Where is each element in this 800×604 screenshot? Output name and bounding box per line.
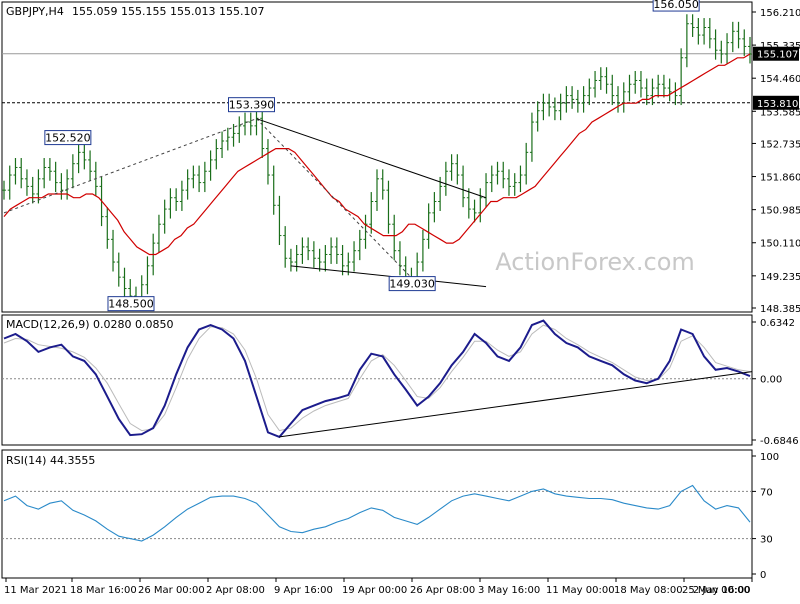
price-callout-box: [227, 97, 275, 113]
macd-y-tick-label: 0.00: [760, 375, 782, 386]
price-callout-box: [44, 130, 92, 146]
price-y-tick-label: 154.460: [760, 74, 800, 85]
chart-header-ohlc: 155.059 155.155 155.013 155.107: [72, 5, 264, 18]
rsi-y-tick-label: 30: [760, 535, 773, 546]
x-tick-label: 18 May 08:00: [614, 585, 683, 596]
rsi-y-tick-label: 100: [760, 452, 779, 463]
macd-y-tick-label: -0.6846: [760, 436, 799, 447]
x-tick-label: 2 Jun 00:00: [693, 585, 750, 596]
macd-line: [3, 319, 751, 439]
axis-group: 156.210 155.335 154.460 153.585 152.735 151.8…: [4, 8, 800, 596]
macd-group: [2, 319, 753, 439]
macd-trendline: [279, 371, 753, 438]
price-callout-label: 153.390: [229, 99, 275, 112]
dashed-diagonal: [256, 118, 418, 284]
price-callout-label: 149.030: [389, 278, 435, 291]
price-y-tick-label: 149.235: [760, 272, 800, 283]
price-y-tick-label: 156.210: [760, 8, 800, 19]
price-y-tick-label: 150.110: [760, 239, 800, 250]
rsi-group: [2, 484, 752, 542]
x-tick-label: 11 May 00:00: [546, 585, 615, 596]
close-price-label-box: [753, 46, 799, 61]
x-tick-label: 26 Apr 08:00: [410, 585, 475, 596]
macd-signal-line: [3, 324, 751, 432]
price-callout-box: [388, 276, 436, 292]
x-tick-label: 18 Mar 16:00: [70, 585, 137, 596]
price-group: 152.520 148.500 153.390 149.030 156.050: [2, 0, 752, 312]
chart-header-symbol: GBPJPY,H4: [6, 5, 64, 18]
price-y-tick-label: 151.860: [760, 173, 800, 184]
macd-title: MACD(12,26,9) 0.0280 0.0850: [6, 318, 174, 331]
x-tick-label: 3 May 16:00: [478, 585, 540, 596]
x-tick-label: 26 Mar 00:00: [138, 585, 205, 596]
price-callout-label: 148.500: [108, 298, 154, 311]
x-tick-label: 25 May 16:00: [682, 585, 751, 596]
rsi-panel-frame: [1, 449, 753, 579]
rsi-y-tick-label: 70: [760, 487, 773, 498]
price-callout-box: [107, 296, 155, 312]
price-callout-label: 156.050: [653, 0, 699, 11]
watermark: ActionForex.com: [495, 248, 695, 276]
x-tick-label: 2 Apr 08:00: [206, 585, 265, 596]
rsi-y-tick-label: 0: [760, 570, 766, 581]
wedge-lower-line: [290, 265, 487, 288]
macd-y-tick-label: 0.6342: [760, 318, 795, 329]
price-y-tick-label: 155.335: [760, 41, 800, 52]
rsi-line: [3, 484, 751, 542]
x-tick-label: 11 Mar 2021: [4, 585, 67, 596]
moving-average-line: [3, 53, 751, 256]
price-callout-label: 152.520: [45, 132, 91, 145]
price-y-tick-label: 148.385: [760, 304, 800, 315]
x-tick-label: 9 Apr 16:00: [274, 585, 333, 596]
level-price-label: 153.810: [757, 99, 798, 110]
dashed-trendline: [3, 118, 257, 214]
price-y-tick-label: 150.985: [760, 206, 800, 217]
level-price-label-box: [753, 95, 799, 110]
macd-panel-frame: [1, 314, 753, 446]
price-y-tick-label: 152.735: [760, 139, 800, 150]
rsi-title: RSI(14) 44.3555: [6, 454, 95, 467]
price-callout-box: [652, 0, 700, 12]
wedge-upper-line: [256, 118, 487, 199]
price-y-tick-label: 153.585: [760, 107, 800, 118]
x-tick-label: 19 Apr 00:00: [342, 585, 407, 596]
close-price-label: 155.107: [757, 50, 798, 61]
